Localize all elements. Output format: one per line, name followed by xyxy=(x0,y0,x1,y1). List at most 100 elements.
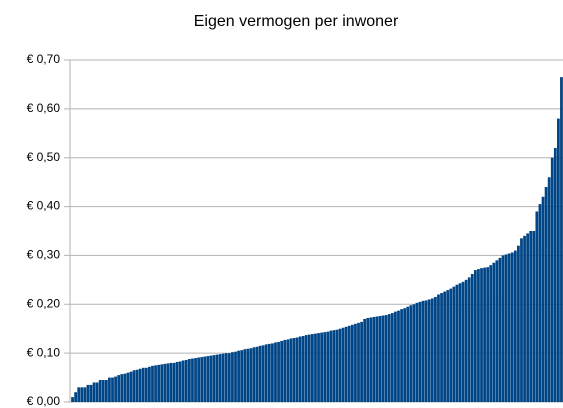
bar xyxy=(92,382,96,402)
bar xyxy=(154,365,157,402)
bar xyxy=(104,380,108,402)
bar xyxy=(517,245,520,402)
bar xyxy=(98,380,102,402)
bar xyxy=(403,308,407,402)
bar xyxy=(95,382,99,402)
bar xyxy=(148,366,151,402)
bar xyxy=(360,321,363,402)
bar xyxy=(344,326,348,402)
bar xyxy=(467,277,471,402)
bar xyxy=(86,384,90,402)
bar xyxy=(175,361,179,402)
bar xyxy=(440,293,443,402)
bar xyxy=(529,231,533,402)
bar xyxy=(513,250,517,402)
bar xyxy=(292,337,296,402)
bar xyxy=(372,316,376,402)
bar xyxy=(357,322,360,402)
chart-title: Eigen vermogen per inwoner xyxy=(194,13,399,30)
bar xyxy=(80,387,84,402)
bar xyxy=(212,355,216,402)
bar xyxy=(550,157,554,402)
bar xyxy=(200,357,204,402)
bar xyxy=(317,333,320,402)
y-tick-label: € 0,10 xyxy=(27,345,61,359)
bar xyxy=(246,348,250,402)
bar xyxy=(464,279,468,402)
bar xyxy=(261,345,265,402)
bar xyxy=(129,371,133,402)
bar xyxy=(144,367,148,402)
bar xyxy=(341,327,345,402)
bar xyxy=(532,231,536,402)
bar xyxy=(498,257,502,402)
bar xyxy=(307,334,311,402)
y-tick-label: € 0,50 xyxy=(27,150,61,164)
bar xyxy=(166,363,170,402)
bar xyxy=(470,273,474,402)
bar xyxy=(197,357,200,402)
bar xyxy=(191,358,194,402)
bar xyxy=(412,304,416,402)
y-tick-label: € 0,30 xyxy=(27,248,61,262)
bar xyxy=(390,313,394,402)
bar xyxy=(400,309,403,402)
bar xyxy=(160,364,164,402)
bar xyxy=(184,359,188,402)
bar xyxy=(335,329,339,402)
bar xyxy=(427,299,431,402)
bar xyxy=(71,397,74,402)
bar xyxy=(394,311,397,402)
bar xyxy=(520,238,523,402)
bar xyxy=(77,387,81,402)
bar xyxy=(473,270,477,402)
bar xyxy=(163,363,167,402)
bar xyxy=(283,339,287,402)
bar xyxy=(151,365,154,402)
bar xyxy=(271,343,274,402)
y-tick-label: € 0,00 xyxy=(27,394,61,408)
bar xyxy=(338,328,342,402)
bar xyxy=(221,353,225,402)
bar xyxy=(507,253,511,402)
bar xyxy=(547,177,551,402)
bar xyxy=(227,353,231,402)
bar xyxy=(329,330,333,402)
bar xyxy=(320,332,323,402)
bar xyxy=(209,355,213,402)
bar xyxy=(178,361,182,402)
bar xyxy=(553,147,557,402)
bar xyxy=(234,351,237,402)
bar xyxy=(304,335,308,402)
bar xyxy=(384,315,388,402)
bar xyxy=(249,348,253,402)
bar xyxy=(301,336,305,402)
bar xyxy=(486,267,490,402)
bar xyxy=(237,350,240,402)
bar xyxy=(243,349,247,402)
bar xyxy=(415,302,419,402)
bar xyxy=(89,384,93,402)
bar xyxy=(381,315,385,402)
bar xyxy=(126,372,130,402)
bar xyxy=(363,318,367,402)
bar xyxy=(138,368,142,402)
bar xyxy=(492,262,496,402)
bar xyxy=(434,296,437,402)
bar xyxy=(132,370,136,402)
bar xyxy=(311,334,314,402)
bar xyxy=(206,356,210,402)
bar xyxy=(375,316,379,402)
bar xyxy=(443,291,446,402)
bar xyxy=(108,377,111,402)
bar xyxy=(169,362,173,402)
bar xyxy=(314,333,317,402)
bar xyxy=(544,187,548,402)
bar xyxy=(526,233,530,402)
bar xyxy=(347,325,351,402)
bar xyxy=(323,332,327,402)
bar xyxy=(437,294,440,402)
bar xyxy=(557,118,560,402)
bar xyxy=(188,359,191,402)
